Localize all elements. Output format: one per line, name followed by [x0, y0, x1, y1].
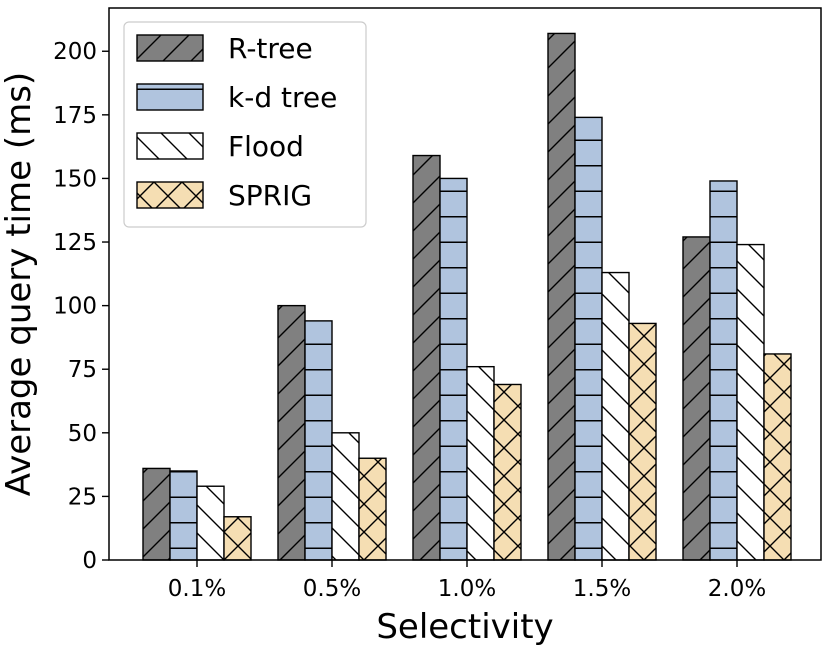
- y-axis-title: Average query time (ms): [0, 72, 39, 496]
- y-tick-label: 25: [68, 484, 97, 510]
- legend-label-flood: Flood: [228, 130, 304, 163]
- plot-frame: [108, 7, 822, 561]
- bar-hatch-sprig-4: [763, 353, 792, 561]
- bar-hatch-k-d-tree-1: [304, 320, 333, 561]
- y-tick-label: 150: [53, 166, 97, 192]
- bar-hatch-k-d-tree-0: [169, 470, 198, 561]
- bar-hatch-flood-4: [736, 243, 765, 561]
- bar-hatch-sprig-3: [628, 322, 657, 561]
- y-tick-label: 200: [53, 39, 97, 65]
- legend-swatch-hatch-sprig: [136, 181, 204, 209]
- bar-hatch-flood-0: [196, 485, 225, 561]
- legend-swatch-hatch-flood: [136, 132, 204, 160]
- legend-label-sprig: SPRIG: [228, 179, 312, 212]
- bar-hatch-r-tree-3: [547, 32, 576, 561]
- y-axis: 0 25 50 75 100 125 150 175 200: [53, 39, 109, 574]
- x-tick-label: 0.1%: [168, 576, 226, 602]
- legend-label-k-d-tree: k-d tree: [228, 81, 337, 114]
- x-axis-title: Selectivity: [376, 607, 553, 647]
- x-tick-label: 0.5%: [303, 576, 361, 602]
- y-tick-label: 125: [53, 230, 97, 256]
- bars-group: [142, 32, 792, 561]
- y-tick-label: 75: [68, 357, 97, 383]
- x-tick-label: 1.0%: [438, 576, 496, 602]
- bar-hatch-k-d-tree-3: [574, 116, 603, 561]
- bar-hatch-flood-2: [466, 365, 495, 561]
- bar-hatch-r-tree-0: [142, 467, 171, 561]
- y-tick-label: 50: [68, 421, 97, 447]
- x-tick-label: 2.0%: [708, 576, 766, 602]
- x-tick-label: 1.5%: [573, 576, 631, 602]
- bar-hatch-flood-1: [331, 432, 360, 561]
- bar-hatch-r-tree-2: [412, 154, 441, 561]
- bar-hatch-r-tree-1: [277, 304, 306, 561]
- x-axis: 0.1% 0.5% 1.0% 1.5% 2.0%: [168, 560, 766, 602]
- legend-label-r-tree: R-tree: [228, 32, 313, 65]
- bar-hatch-sprig-1: [358, 457, 387, 561]
- bar-hatch-sprig-2: [493, 383, 522, 561]
- legend: R-tree k-d tree Flood SPRIG: [123, 21, 367, 228]
- y-tick-label: 0: [82, 548, 97, 574]
- y-tick-label: 175: [53, 103, 97, 129]
- legend-swatch-hatch-r-tree: [136, 34, 204, 62]
- bar-hatch-flood-3: [601, 271, 630, 561]
- legend-swatch-hatch-k-d-tree: [136, 83, 204, 111]
- bar-hatch-sprig-0: [223, 516, 252, 561]
- bar-hatch-k-d-tree-2: [439, 177, 468, 561]
- bar-hatch-k-d-tree-4: [709, 180, 738, 561]
- y-tick-label: 100: [53, 294, 97, 320]
- bar-hatch-r-tree-4: [682, 236, 711, 561]
- legend-frame: [123, 21, 367, 228]
